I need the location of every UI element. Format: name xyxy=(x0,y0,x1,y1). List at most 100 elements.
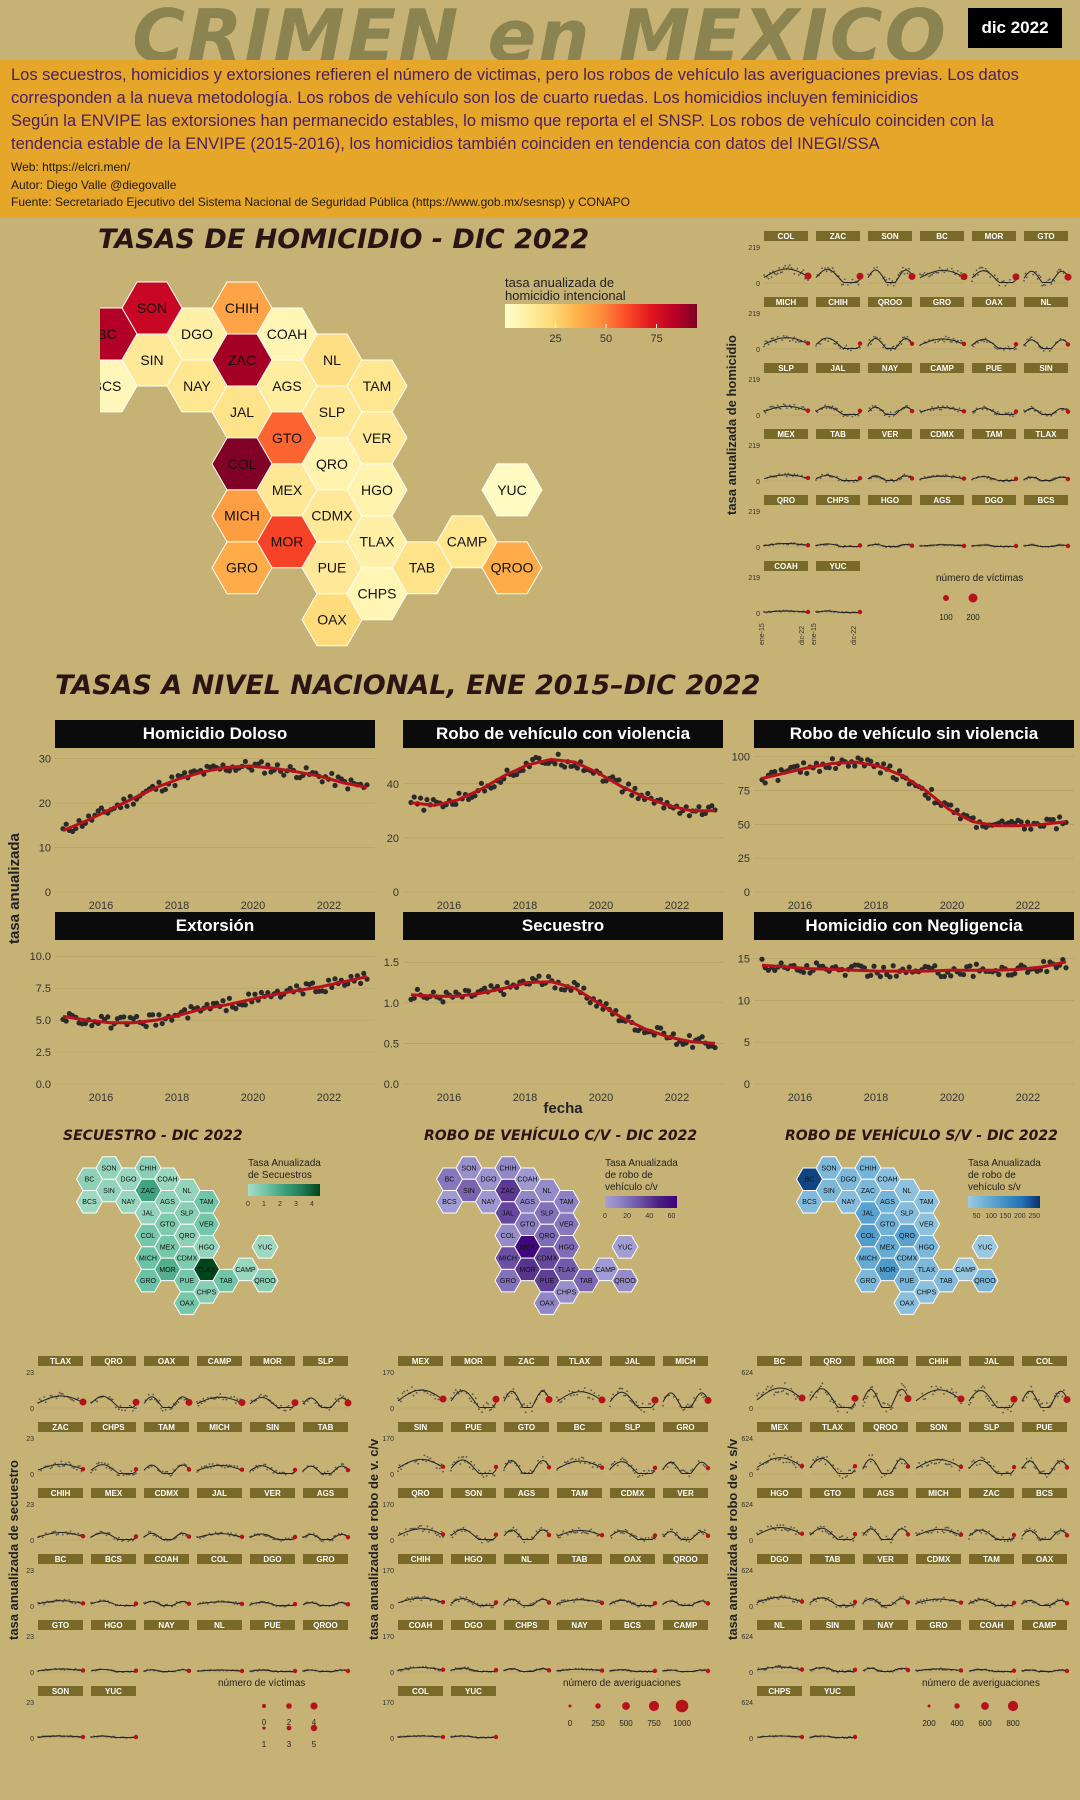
state-panel-jal: JAL xyxy=(968,1356,1018,1414)
panel-point xyxy=(99,1530,102,1533)
national-x-tick: 2018 xyxy=(513,900,537,912)
panel-point xyxy=(1035,1530,1037,1533)
panel-trend-line xyxy=(815,543,861,547)
state-panel-chps: CHPS xyxy=(815,495,863,548)
panel-point xyxy=(574,1531,577,1534)
panel-point xyxy=(623,1394,625,1397)
panel-point xyxy=(328,1539,331,1542)
panel-point xyxy=(1024,1599,1027,1602)
panel-point xyxy=(63,1598,66,1601)
national-point xyxy=(871,963,877,969)
panel-point xyxy=(435,1467,438,1469)
panel-point xyxy=(520,1406,522,1409)
panel-point xyxy=(484,1407,487,1410)
national-point xyxy=(1012,971,1018,977)
panel-point xyxy=(774,1529,777,1531)
panel-point xyxy=(478,1408,480,1411)
national-point xyxy=(670,1031,677,1037)
web-link[interactable]: Web: https://elcri.men/ xyxy=(11,160,131,174)
panel-point xyxy=(842,415,845,418)
panel-strip xyxy=(557,1488,602,1498)
panel-point xyxy=(812,1598,815,1601)
panel-strip xyxy=(663,1554,708,1564)
panel-point xyxy=(200,1466,203,1468)
panel-point xyxy=(787,1393,789,1396)
panel-strip xyxy=(398,1356,443,1366)
panel-point xyxy=(236,1465,239,1468)
panel-point xyxy=(409,1527,412,1530)
panel-point xyxy=(529,1402,532,1405)
panel-point xyxy=(1031,1390,1034,1393)
panel-latest-point xyxy=(1013,543,1019,549)
state-hex-label: CHIH xyxy=(225,300,259,316)
state-hex-label: NL xyxy=(323,352,341,368)
panel-point xyxy=(794,1397,797,1400)
panel-point xyxy=(409,1666,412,1668)
state-hex-shape xyxy=(971,1268,999,1293)
panel-strip-label: OAX xyxy=(158,1357,176,1366)
panel-point xyxy=(1031,1601,1034,1604)
national-point xyxy=(319,779,325,785)
state-hex-qroo: QROO xyxy=(481,541,543,595)
panel-point xyxy=(699,1529,702,1532)
national-point xyxy=(130,801,136,807)
panel-point xyxy=(949,340,952,343)
panel-trend-line xyxy=(756,1387,803,1401)
panel-point xyxy=(543,1389,546,1392)
panel-point xyxy=(779,1664,782,1667)
national-x-tick: 2020 xyxy=(940,900,964,912)
panel-point xyxy=(776,1524,779,1527)
panel-point xyxy=(118,1408,120,1411)
panel-point xyxy=(471,1468,474,1471)
panel-point xyxy=(200,1402,203,1405)
panel-point xyxy=(175,1601,178,1604)
panel-point xyxy=(1036,277,1039,280)
panel-point xyxy=(150,1398,153,1400)
panel-point xyxy=(928,275,931,278)
panel-point xyxy=(775,341,778,343)
panel-point xyxy=(693,1397,695,1399)
panel-y-tick: 0 xyxy=(30,1670,34,1677)
panel-point xyxy=(923,475,926,478)
panel-point xyxy=(846,1474,849,1477)
panel-point xyxy=(464,1530,466,1532)
panel-y-tick: 170 xyxy=(382,1370,394,1377)
panel-point xyxy=(906,335,909,338)
state-panel-bcs: BCS xyxy=(609,1620,658,1674)
panel-point xyxy=(403,1534,406,1537)
panel-point xyxy=(306,1400,309,1402)
panel-point xyxy=(214,1397,217,1400)
panel-point xyxy=(782,334,785,337)
panel-strip-label: BCS xyxy=(624,1621,642,1630)
panel-point xyxy=(418,1524,421,1527)
panel-point xyxy=(891,1538,894,1541)
national-point xyxy=(632,785,638,791)
panel-point xyxy=(932,409,935,411)
state-hex-label: HGO xyxy=(361,482,393,498)
panel-point xyxy=(924,1601,927,1604)
panel-point xyxy=(901,336,904,339)
state-hex-label: COL xyxy=(861,1233,876,1240)
state-panel-pue: PUE xyxy=(1021,1422,1070,1478)
panel-point xyxy=(284,1605,287,1608)
panel-trend-line xyxy=(968,1529,1015,1540)
panel-point xyxy=(1045,1402,1048,1404)
panel-point xyxy=(809,1394,811,1397)
panel-point xyxy=(775,273,778,276)
panel-point xyxy=(801,270,803,273)
panel-latest-point xyxy=(857,475,863,481)
panel-strip xyxy=(972,363,1016,373)
panel-point xyxy=(160,1407,162,1410)
panel-strip-label: MEX xyxy=(412,1357,430,1366)
panel-point xyxy=(998,284,1001,287)
panel-point xyxy=(450,1604,452,1606)
panel-point xyxy=(880,1605,883,1608)
state-hex-label: TLAX xyxy=(558,1267,576,1274)
state-hex-label: YUC xyxy=(258,1244,273,1251)
panel-point xyxy=(485,1603,488,1606)
panel-point xyxy=(905,1389,908,1391)
